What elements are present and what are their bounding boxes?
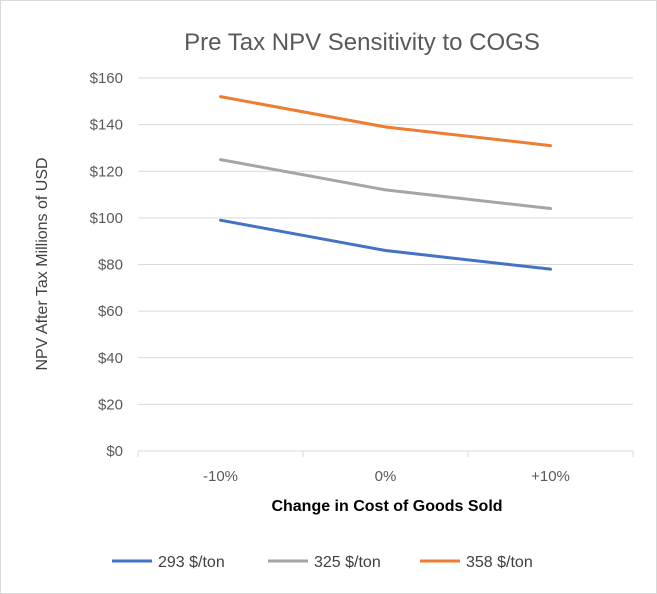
series-line-3 [219, 95, 552, 148]
x-tick-label: -10% [203, 468, 238, 485]
legend-label-1: 293 $/ton [158, 554, 225, 571]
legend: 293 $/ton 325 $/ton 358 $/ton [112, 554, 533, 571]
legend-label-2: 325 $/ton [314, 554, 381, 571]
gridlines [138, 77, 633, 452]
x-tick-label: 0% [375, 468, 397, 485]
y-axis-title: NPV After Tax Millions of USD [34, 157, 51, 370]
y-tick-label: $100 [90, 210, 123, 227]
legend-label-3: 358 $/ton [466, 554, 533, 571]
y-tick-label: $160 [90, 70, 123, 87]
chart-title: Pre Tax NPV Sensitivity to COGS [184, 29, 540, 56]
series-line-1 [219, 218, 552, 271]
x-tick-label: +10% [531, 468, 570, 485]
y-tick-label: $140 [90, 117, 123, 134]
y-tick-label: $80 [98, 257, 123, 274]
y-axis-ticks: $0 $20 $40 $60 $80 $100 $120 $140 $160 [90, 70, 123, 460]
x-axis-title: Change in Cost of Goods Sold [271, 498, 502, 515]
y-tick-label: $40 [98, 350, 123, 367]
series-line-2 [219, 158, 552, 211]
series-lines [219, 95, 552, 271]
y-tick-label: $0 [106, 443, 123, 460]
y-tick-label: $120 [90, 163, 123, 180]
y-tick-label: $20 [98, 396, 123, 413]
x-axis-ticks: -10% 0% +10% [137, 451, 634, 485]
y-tick-label: $60 [98, 303, 123, 320]
